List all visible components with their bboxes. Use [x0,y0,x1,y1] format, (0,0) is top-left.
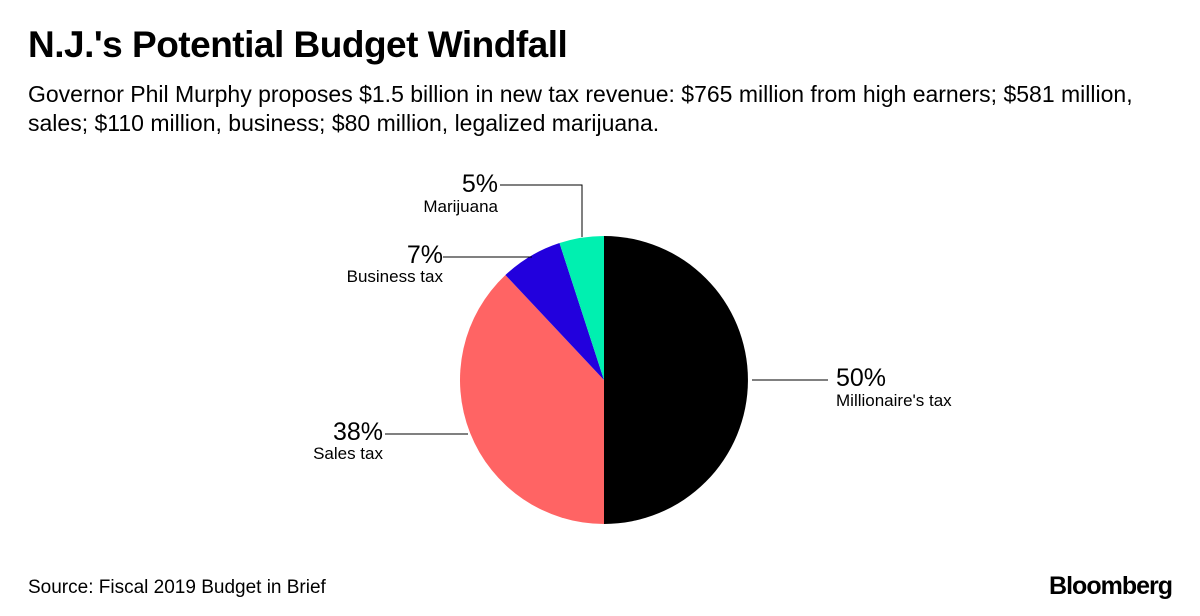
category-label-sales-tax: Sales tax [313,444,383,463]
source-note: Source: Fiscal 2019 Budget in Brief [28,577,326,598]
pie-slice-sales-tax [460,275,604,524]
value-label-business-tax: 7% [407,241,443,269]
chart-subtitle: Governor Phil Murphy proposes $1.5 billi… [28,81,1133,136]
category-label-millionaire-s-tax: Millionaire's tax [836,391,952,410]
leader-line-marijuana [500,184,583,237]
chart-title: N.J.'s Potential Budget Windfall [28,24,568,65]
category-label-business-tax: Business tax [347,267,444,286]
category-label-marijuana: Marijuana [423,197,498,216]
pie-slice-millionaire-s-tax [604,236,748,524]
bloomberg-logo: Bloomberg [1049,572,1173,600]
value-label-millionaire-s-tax: 50% [836,364,886,392]
pie-slice-business-tax [505,243,604,380]
value-label-sales-tax: 38% [333,418,383,446]
value-label-marijuana: 5% [462,170,498,198]
pie-slice-marijuana [559,236,604,380]
